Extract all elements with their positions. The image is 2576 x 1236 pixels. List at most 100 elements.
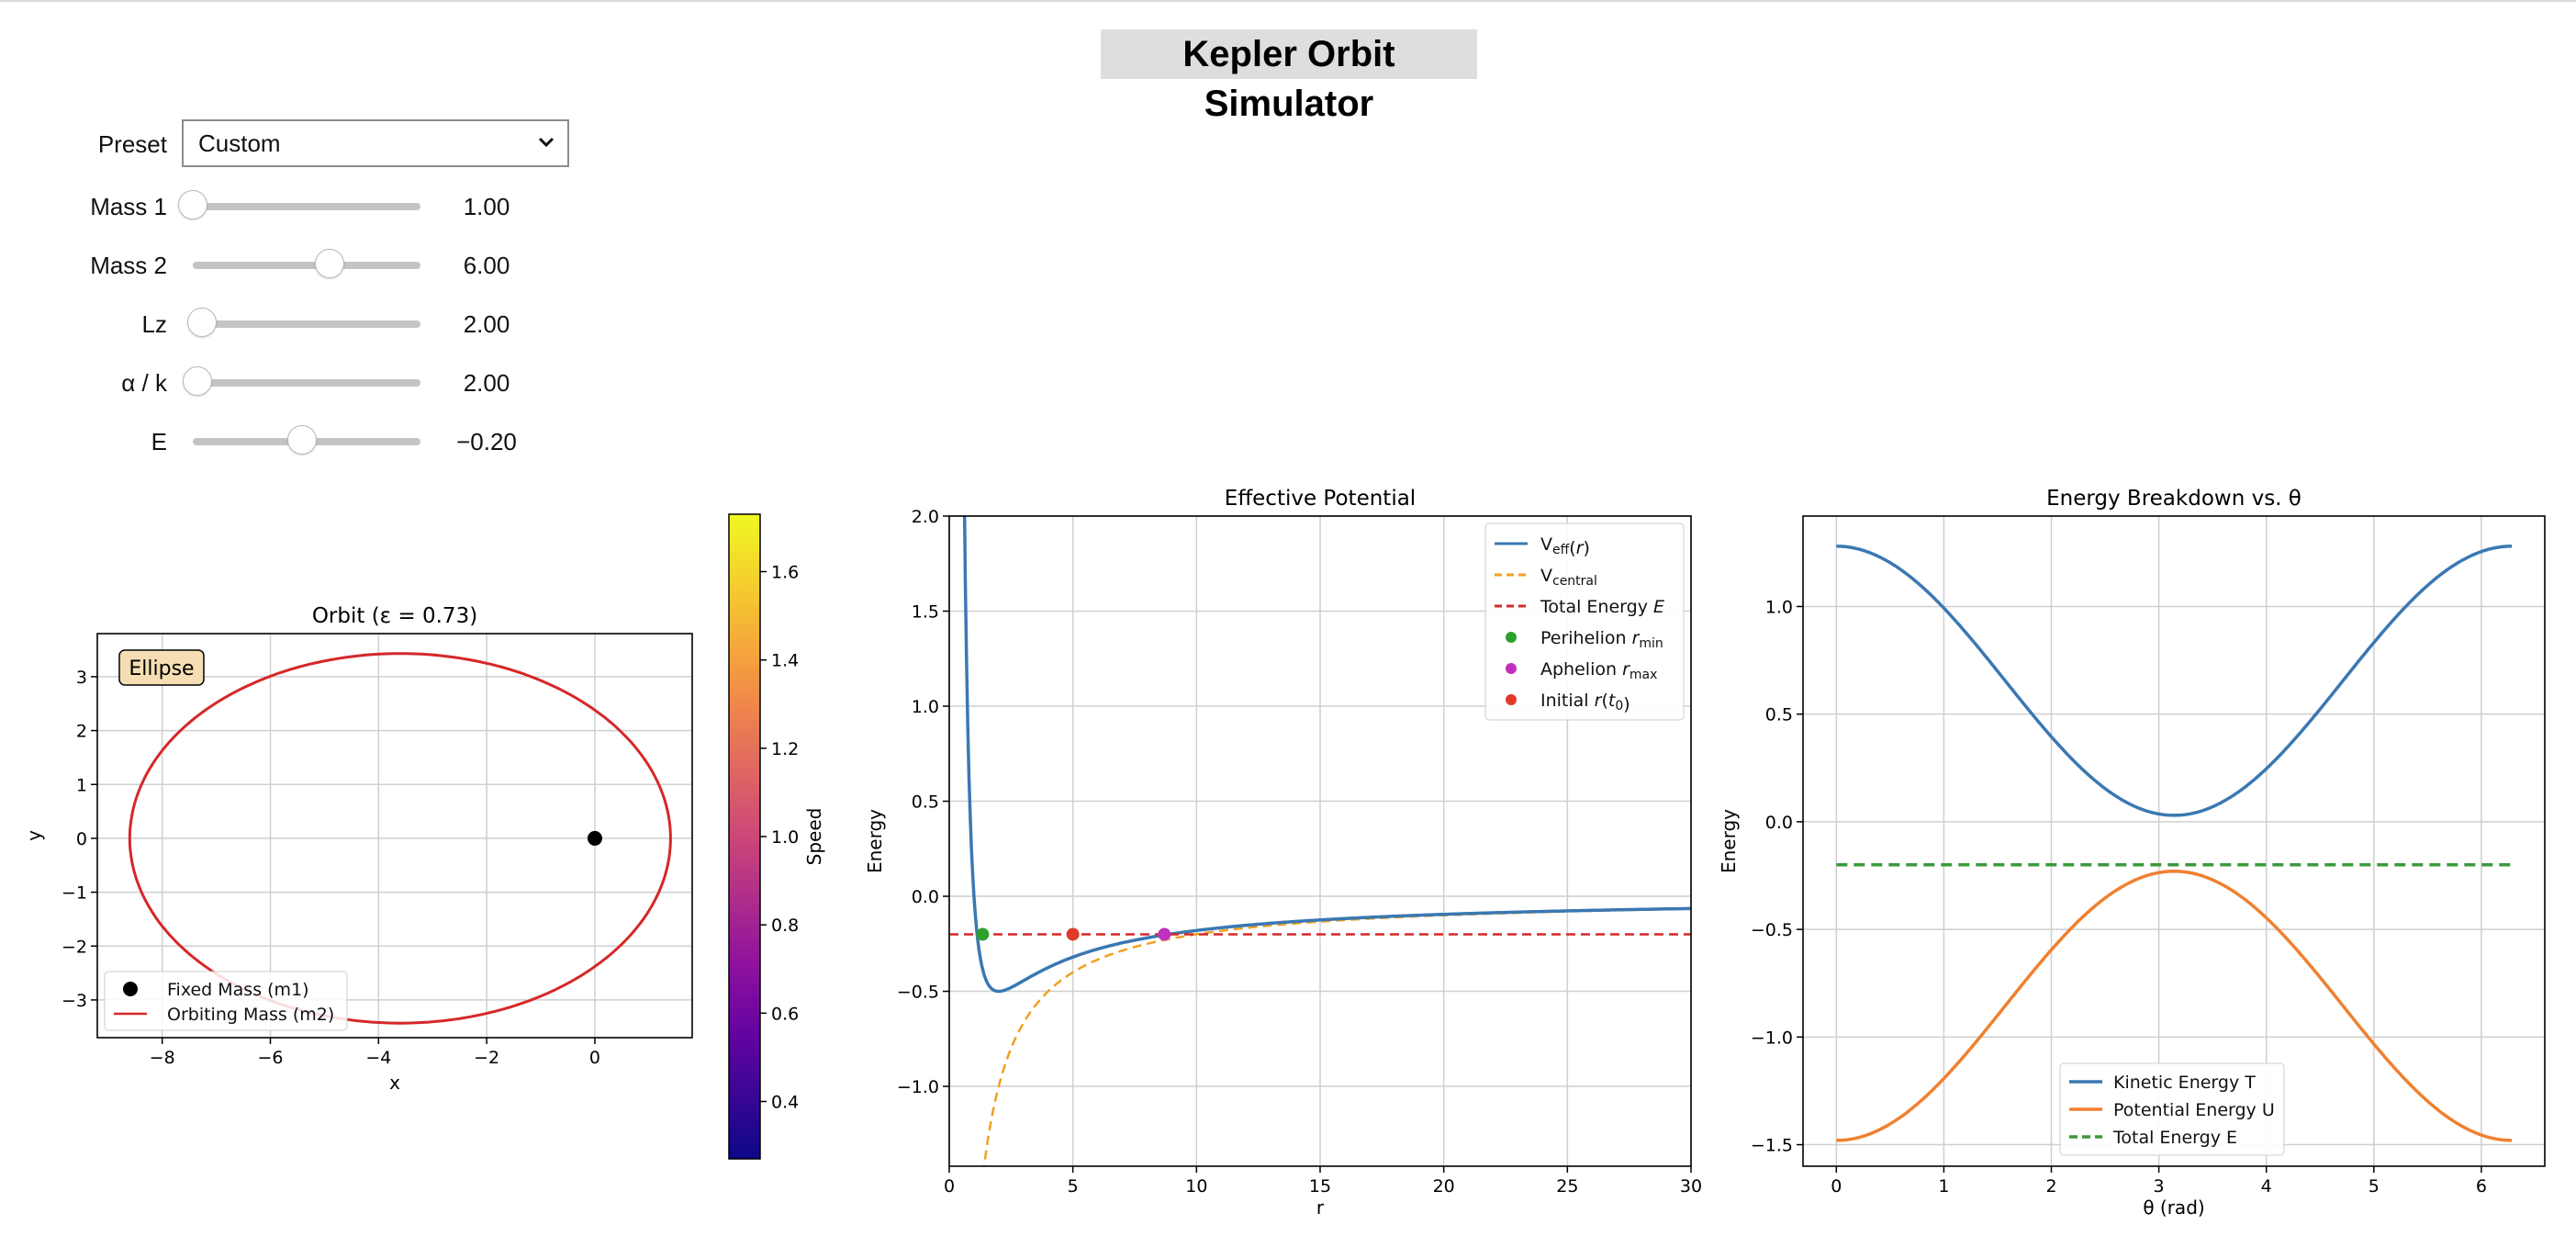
legend-label-part: V: [1540, 566, 1552, 586]
chart-title: Effective Potential: [1225, 487, 1416, 511]
orbit-chart: −8 −6 −4 −2 0 −3 −2 −1 0 1 2 3 Orbit (ε = 0.73) x y Ell…: [23, 513, 825, 1160]
chart-title: Orbit (ε = 0.73): [312, 604, 477, 628]
slider-track[interactable]: [193, 262, 420, 269]
x-tick-label: 1: [1938, 1176, 1949, 1197]
legend-label: Kinetic Energy T: [2113, 1073, 2256, 1093]
x-tick-label: 20: [1433, 1176, 1455, 1197]
slider-thumb[interactable]: [182, 366, 212, 396]
legend-label: Vcentral: [1540, 566, 1597, 589]
colorbar-tick-label: 1.0: [771, 827, 799, 848]
x-axis-label: θ (rad): [2143, 1197, 2204, 1219]
y-tick-label: 1.0: [912, 697, 939, 717]
y-tick-label: 0: [76, 829, 87, 849]
page-title: Kepler Orbit Simulator: [1101, 29, 1477, 124]
x-axis-label: x: [389, 1072, 400, 1094]
speed-colorbar: [728, 513, 761, 1160]
x-tick-label: 0: [589, 1048, 600, 1068]
slider-track[interactable]: [193, 320, 420, 328]
y-tick-label: 1: [76, 775, 87, 795]
slider-value-energy: −0.20: [456, 428, 517, 455]
colorbar-tick-label: 0.8: [771, 916, 799, 936]
legend-label-part: Total Energy: [1540, 597, 1653, 617]
y-tick-label: 1.5: [912, 602, 939, 623]
slider-lz[interactable]: [186, 306, 420, 341]
y-tick-label: 0.0: [1765, 813, 1793, 833]
y-tick-label: −2: [62, 937, 87, 957]
slider-value-mass1: 1.00: [463, 193, 510, 220]
slider-thumb[interactable]: [186, 308, 217, 337]
y-tick-label: 2.0: [912, 507, 939, 527]
y-tick-label: 0.5: [1765, 705, 1793, 725]
x-tick-label: 15: [1309, 1176, 1331, 1197]
effective-potential-chart: 0 5 10 15 20 25 30 −1.0 −0.5 0.0 0.5 1.0 1.5 2.0 Effec…: [864, 487, 1702, 1219]
y-tick-label: −1: [62, 883, 87, 904]
fixed-mass-marker: [587, 830, 602, 846]
x-tick-label: 10: [1185, 1176, 1207, 1197]
axes-frame: [948, 515, 1692, 1167]
y-tick-label: 3: [76, 668, 87, 688]
legend-label-part: (: [1569, 538, 1575, 558]
x-tick-label: −4: [365, 1048, 391, 1068]
aphelion-marker: [1158, 927, 1171, 941]
slider-mass2[interactable]: [193, 247, 420, 282]
legend-label-part: r: [1595, 691, 1603, 711]
orbit-legend: Fixed Mass (m1) Orbiting Mass (m2): [104, 971, 348, 1031]
legend-label-part: r: [1632, 628, 1641, 648]
slider-energy[interactable]: [193, 423, 420, 458]
slider-label-alpha: α / k: [121, 369, 167, 397]
colorbar-label: Speed: [803, 808, 825, 866]
x-tick-label: 0: [1831, 1176, 1842, 1197]
legend-label-part: t: [1608, 691, 1617, 711]
slider-label-lz: Lz: [141, 310, 167, 338]
legend-label: Initial r(t0): [1540, 691, 1630, 714]
slider-track[interactable]: [193, 203, 420, 210]
legend-label: Total Energy E: [2112, 1128, 2237, 1148]
legend-label: Perihelion rmin: [1540, 628, 1663, 651]
y-tick-label: −1.0: [1751, 1028, 1793, 1048]
legend-label-part: min: [1639, 636, 1663, 651]
x-tick-label: 5: [2369, 1176, 2380, 1197]
slider-value-mass2: 6.00: [463, 252, 510, 279]
legend-dot: [1506, 632, 1517, 643]
legend-label-part: Perihelion: [1540, 628, 1632, 648]
legend-label-part: r: [1576, 538, 1585, 558]
energy-breakdown-chart: 0 1 2 3 4 5 6 −1.5 −1.0 −0.5 0.0 0.5 1.0 Energy Break…: [1718, 487, 2546, 1219]
preset-value: Custom: [198, 129, 281, 157]
colorbar-tick-label: 0.6: [771, 1004, 799, 1024]
colorbar-tick-label: 1.4: [771, 651, 799, 671]
legend-label: Orbiting Mass (m2): [167, 1005, 334, 1025]
legend-label: Fixed Mass (m1): [167, 980, 309, 1000]
slider-thumb[interactable]: [178, 190, 207, 219]
preset-select[interactable]: Custom: [182, 119, 569, 167]
slider-label-mass2: Mass 2: [90, 252, 167, 279]
y-axis-label: Energy: [864, 809, 886, 873]
y-tick-label: −1.0: [897, 1077, 939, 1097]
y-tick-label: 0.0: [912, 887, 939, 907]
legend-box: [2059, 1062, 2285, 1156]
legend-label: Aphelion rmax: [1540, 659, 1657, 682]
legend-label-part: (: [1601, 691, 1607, 711]
badge-text: Ellipse: [129, 657, 194, 680]
legend-label-part: max: [1630, 668, 1658, 682]
slider-track[interactable]: [193, 379, 420, 387]
y-tick-label: −0.5: [897, 983, 939, 1003]
ellipse-badge: Ellipse: [118, 649, 205, 686]
legend-label-part: eff: [1552, 543, 1570, 557]
slider-mass1[interactable]: [178, 188, 420, 223]
legend-label-part: E: [1653, 597, 1664, 617]
legend-label-part: ): [1584, 538, 1590, 558]
x-tick-label: −8: [150, 1048, 175, 1068]
legend-marker-fixed: [123, 982, 138, 996]
slider-thumb[interactable]: [287, 425, 318, 455]
kinetic-energy-line: [1836, 545, 2513, 817]
energy-legend: Kinetic Energy T Potential Energy U Total …: [2059, 1062, 2285, 1156]
orbit-path: [128, 652, 672, 1025]
preset-label: Preset: [97, 130, 167, 158]
slider-alpha[interactable]: [182, 365, 420, 399]
x-tick-label: 3: [2154, 1176, 2165, 1197]
legend-dot: [1506, 694, 1517, 705]
legend-label-part: central: [1552, 574, 1597, 589]
chart-title: Energy Breakdown vs. θ: [2046, 487, 2302, 511]
potential-energy-line: [1836, 870, 2513, 1142]
slider-thumb[interactable]: [314, 249, 344, 278]
